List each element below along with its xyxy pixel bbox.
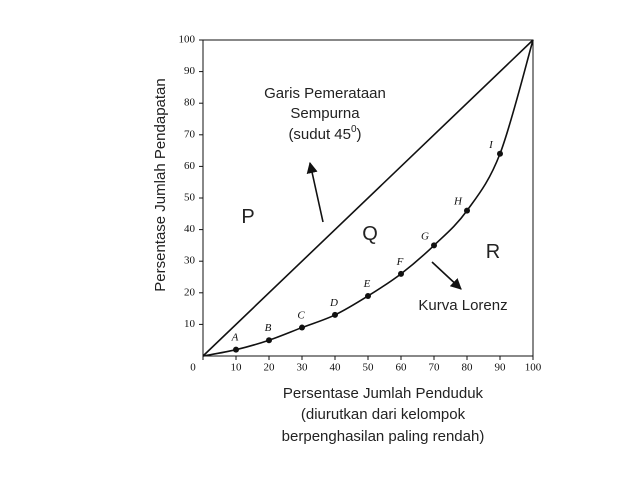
point <box>398 270 404 277</box>
annotation: (sudut 450) <box>288 124 361 143</box>
annotation: Sempurna <box>290 105 360 122</box>
annotation: Kurva Lorenz <box>418 297 507 314</box>
region-label: R <box>486 241 500 263</box>
x-tick-label: 90 <box>495 362 507 374</box>
x-axis-label: berpenghasilan paling rendah) <box>282 428 485 445</box>
x-tick-label: 100 <box>525 362 542 374</box>
x-tick-label: 0 <box>190 362 196 374</box>
y-tick-label: 40 <box>184 223 196 235</box>
region-label: P <box>241 206 254 228</box>
point <box>266 337 272 344</box>
point <box>299 324 305 331</box>
x-tick-label: 40 <box>330 362 342 374</box>
equality-line <box>202 39 534 357</box>
annotation-sup: 0 <box>351 124 357 135</box>
y-axis-label: Persentase Jumlah Pendapatan <box>152 78 169 291</box>
x-tick-label: 10 <box>231 362 243 374</box>
y-tick-label: 90 <box>184 65 196 77</box>
point-label: B <box>265 322 272 334</box>
point-label: E <box>363 278 371 290</box>
annotation-part: (sudut 45 <box>288 126 351 143</box>
x-tick-label: 50 <box>363 362 375 374</box>
arrow <box>306 161 324 223</box>
point-label: A <box>231 332 239 344</box>
x-tick-label: 70 <box>429 362 441 374</box>
point-label: D <box>329 297 338 309</box>
x-tick-label: 80 <box>462 362 474 374</box>
point <box>497 150 503 157</box>
y-tick-label: 80 <box>184 97 196 109</box>
point <box>233 346 239 353</box>
x-axis-label: (diurutkan dari kelompok <box>301 406 466 423</box>
y-tick-label: 30 <box>184 255 196 267</box>
annotation: Garis Pemerataan <box>264 85 386 102</box>
point <box>464 207 470 214</box>
point-label: I <box>488 139 494 151</box>
y-tick-label: 50 <box>184 192 196 204</box>
point <box>431 242 437 249</box>
x-tick-label: 60 <box>396 362 408 374</box>
x-tick-label: 30 <box>297 362 309 374</box>
point <box>365 292 371 299</box>
point <box>332 311 338 318</box>
x-axis-label: Persentase Jumlah Penduduk <box>283 385 484 402</box>
y-tick-label: 70 <box>184 128 196 140</box>
lorenz-curve <box>202 39 534 357</box>
y-tick-label: 20 <box>184 286 196 298</box>
x-tick-label: 20 <box>264 362 276 374</box>
point-label: F <box>396 256 404 268</box>
point-label: C <box>297 310 305 322</box>
point-label: H <box>453 196 463 208</box>
y-tick-label: 10 <box>184 318 196 330</box>
y-tick-label: 60 <box>184 160 196 172</box>
point-label: G <box>421 230 429 242</box>
annotation-part: ) <box>357 126 362 143</box>
y-tick-label: 100 <box>179 34 196 46</box>
arrow <box>431 261 462 290</box>
region-label: Q <box>362 223 378 245</box>
